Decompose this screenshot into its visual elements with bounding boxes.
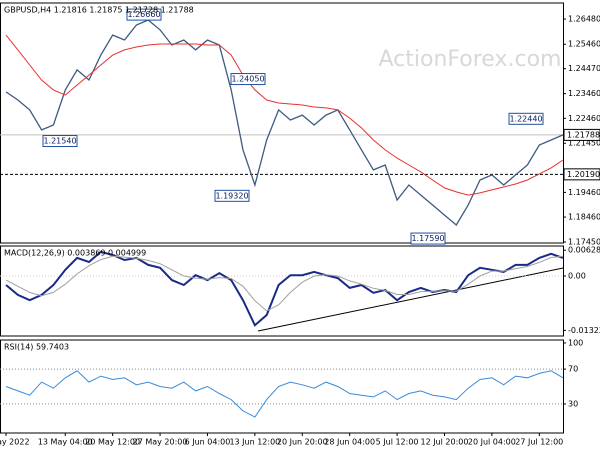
level-box xyxy=(214,189,250,202)
y-tick-label: 1.17450 xyxy=(568,238,600,247)
level-box xyxy=(42,135,78,148)
y-tick-label: 0.00 xyxy=(568,272,586,281)
level-label: 1.21540 xyxy=(43,137,76,146)
level-label: 1.26660 xyxy=(127,10,160,19)
level-box xyxy=(126,8,162,21)
series-line xyxy=(5,370,564,418)
x-tick-label: 28 Jun 04:00 xyxy=(324,438,375,447)
x-tick-label: 5 Jul 12:00 xyxy=(376,438,419,447)
series-line xyxy=(5,34,564,196)
level-box xyxy=(508,112,544,125)
y-tick-label: 30 xyxy=(568,399,578,408)
y-tick-label: 70 xyxy=(568,365,578,374)
y-tick-label: 1.18460 xyxy=(568,213,600,222)
axis-price-label: 1.21788 xyxy=(567,130,600,139)
panel-title: GBPUSD,H4 1.21816 1.21875 1.21728 1.2178… xyxy=(4,6,194,15)
x-tick-label: 20 May 12:00 xyxy=(85,438,140,447)
panel-frame xyxy=(0,245,564,337)
axis-price-box xyxy=(563,168,600,181)
x-tick-label: 20 Jun 20:00 xyxy=(277,438,328,447)
y-tick-label: 0.006285 xyxy=(568,246,600,255)
axis-price-box xyxy=(563,128,600,141)
x-tick-label: 5 May 2022 xyxy=(0,438,30,447)
x-tick-label: 6 Jun 04:00 xyxy=(185,438,231,447)
x-tick-label: 27 Jul 12:00 xyxy=(515,438,563,447)
x-tick-label: 13 Jun 12:00 xyxy=(229,438,280,447)
x-tick-label: 27 May 20:00 xyxy=(133,438,188,447)
x-tick-label: 20 Jul 04:00 xyxy=(468,438,516,447)
y-tick-label: 1.26480 xyxy=(568,15,600,24)
y-tick-label: 1.19460 xyxy=(568,188,600,197)
panel-title: MACD(12,26,9) 0.003869 0.004999 xyxy=(4,249,146,258)
level-label: 1.19320 xyxy=(215,191,248,200)
level-label: 1.24050 xyxy=(231,75,264,84)
x-tick-label: 13 May 04:00 xyxy=(38,438,93,447)
y-tick-label: 1.22460 xyxy=(568,114,600,123)
y-tick-label: -0.013223 xyxy=(568,326,600,335)
level-label: 1.22440 xyxy=(509,114,542,123)
level-label: 1.17590 xyxy=(411,234,444,243)
series-line xyxy=(5,19,564,226)
y-tick-label: 1.24470 xyxy=(568,64,600,73)
series-line xyxy=(5,250,564,327)
panel-frame xyxy=(0,339,564,434)
panel-frame xyxy=(0,2,564,244)
level-box xyxy=(410,232,446,245)
x-tick-label: 12 Jul 20:00 xyxy=(420,438,468,447)
y-tick-label: 100 xyxy=(568,338,583,347)
level-box xyxy=(230,73,266,86)
watermark: ActionForex.com xyxy=(379,47,562,72)
macd-trendline xyxy=(257,267,564,332)
y-tick-label: 1.23460 xyxy=(568,89,600,98)
y-tick-label: 1.25460 xyxy=(568,40,600,49)
series-line xyxy=(5,255,564,312)
y-tick-label: 1.21450 xyxy=(568,139,600,148)
panel-title: RSI(14) 59.7403 xyxy=(4,343,69,352)
axis-price-label: 1.20190 xyxy=(567,170,600,179)
